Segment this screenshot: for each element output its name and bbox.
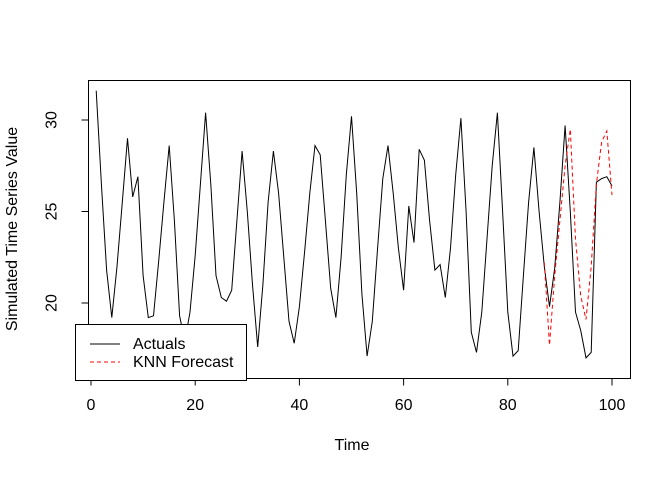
x-axis-tick-label: 80 <box>499 397 517 414</box>
legend: Actuals KNN Forecast <box>75 324 247 381</box>
y-axis-tick-label: 20 <box>44 294 61 312</box>
y-axis-tick-label: 25 <box>44 203 61 221</box>
series-knn-forecast-line <box>543 129 613 346</box>
legend-label-knn-forecast: KNN Forecast <box>133 354 234 371</box>
x-axis-tick-label: 100 <box>599 397 626 414</box>
x-axis-title: Time <box>335 437 370 454</box>
legend-label-actuals: Actuals <box>133 336 185 353</box>
y-axis-tick-label: 30 <box>44 111 61 129</box>
x-axis-tick-label: 40 <box>291 397 309 414</box>
series-actuals-line <box>95 90 613 359</box>
legend-box <box>75 324 247 381</box>
x-axis-tick-label: 0 <box>87 397 96 414</box>
plot-border <box>88 80 631 379</box>
y-axis-title: Simulated Time Series Value <box>4 127 21 331</box>
x-axis-tick-label: 20 <box>186 397 204 414</box>
x-axis-tick-label: 60 <box>395 397 413 414</box>
